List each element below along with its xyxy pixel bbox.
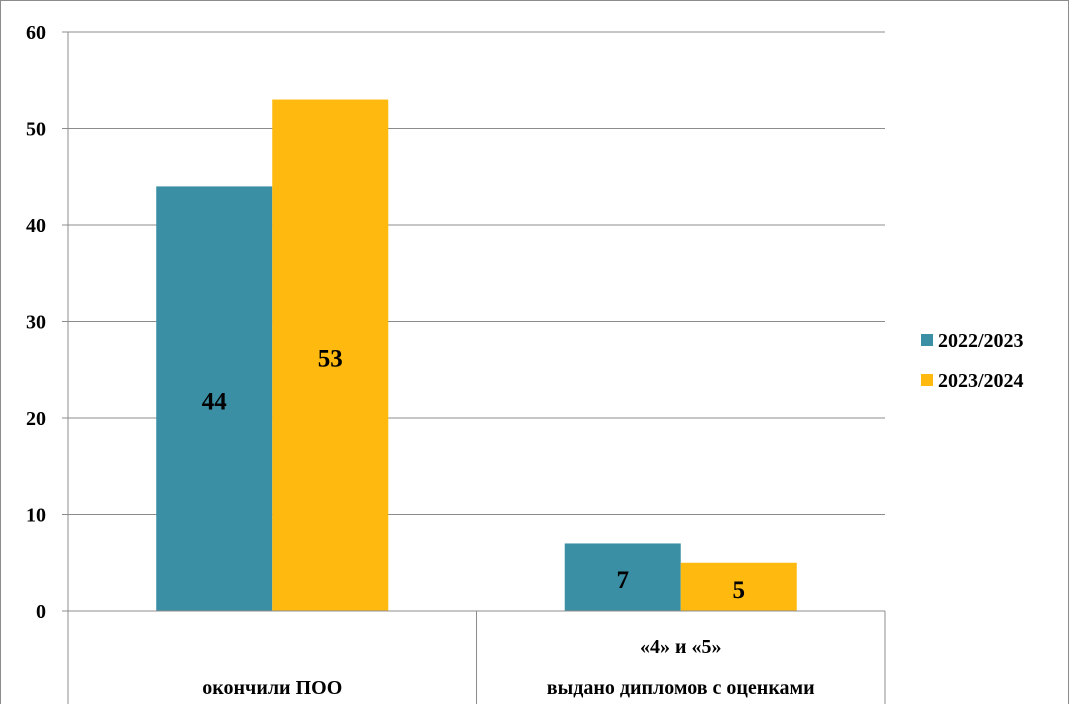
x-category-labels: окончили ПОО «4» и «5» выдано дипломов с о…	[202, 636, 814, 699]
y-tick-label: 60	[26, 22, 46, 44]
y-tick-label: 50	[26, 119, 46, 141]
data-label: 5	[733, 577, 746, 604]
data-label: 44	[202, 389, 228, 416]
x-category-label: окончили ПОО	[202, 677, 342, 699]
bar-2023-2024-cat0	[272, 99, 389, 612]
bars	[156, 99, 797, 612]
y-tick-label: 20	[26, 408, 46, 430]
data-labels: 44 53 7 5	[202, 345, 745, 604]
y-tick-label: 30	[26, 312, 46, 334]
legend: 2022/2023 2023/2024	[921, 330, 1024, 392]
legend-label: 2023/2024	[938, 370, 1024, 392]
data-label: 7	[616, 567, 629, 594]
y-tick-label: 0	[36, 601, 46, 623]
y-tick-label: 10	[26, 505, 46, 527]
bar-2022-2023-cat1	[564, 543, 681, 611]
legend-swatch	[921, 374, 933, 386]
x-category-label: «4» и «5»	[640, 636, 722, 658]
bar-2023-2024-cat1	[680, 562, 797, 611]
data-label: 53	[318, 345, 343, 372]
legend-label: 2022/2023	[938, 330, 1024, 352]
y-tick-labels: 0 10 20 30 40 50 60	[26, 22, 46, 623]
x-category-label: выдано дипломов с оценками	[547, 677, 815, 699]
bar-2022-2023-cat0	[156, 186, 273, 611]
y-tick-label: 40	[26, 215, 46, 237]
legend-swatch	[921, 334, 933, 346]
axes	[62, 31, 886, 704]
